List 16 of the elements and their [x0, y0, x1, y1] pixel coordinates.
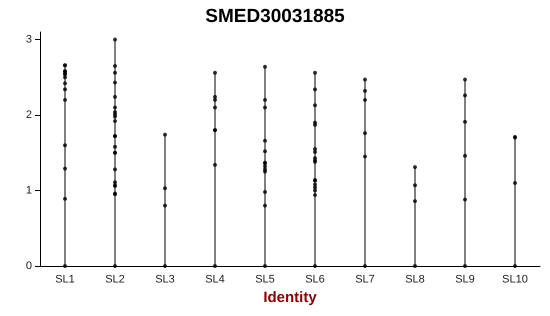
x-tick-label: SL9	[455, 274, 475, 286]
x-tick-label: SL4	[205, 274, 225, 286]
chart-title: SMED30031885	[205, 6, 346, 27]
x-tick-label: SL1	[55, 274, 75, 286]
y-tick-label: 0	[26, 260, 32, 272]
y-tick-label: 3	[26, 34, 32, 46]
y-tick-label: 2	[26, 109, 32, 122]
x-tick-label: SL3	[155, 274, 175, 286]
x-tick-label: SL5	[255, 274, 275, 286]
x-tick-label: SL6	[305, 274, 325, 286]
y-tick-label: 1	[26, 184, 32, 197]
x-tick-label: SL7	[355, 274, 375, 286]
x-axis-title: Identity	[263, 289, 318, 306]
x-tick-label: SL10	[502, 274, 528, 286]
x-tick-label: SL8	[405, 274, 425, 286]
x-tick-label: SL2	[105, 274, 125, 286]
